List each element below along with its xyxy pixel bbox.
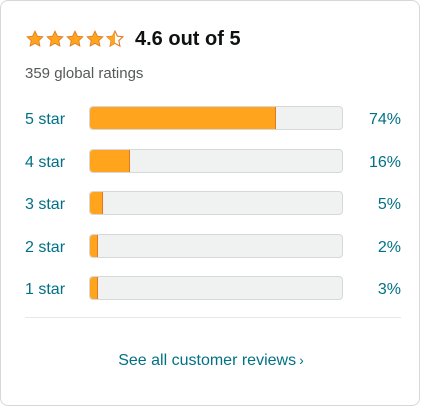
star-half-icon [105, 29, 125, 49]
divider [25, 317, 401, 318]
histogram-bar-track[interactable] [89, 191, 343, 215]
star-full-icon [25, 29, 45, 49]
histogram-row-1-star[interactable]: 1 star 3% [25, 276, 401, 304]
see-all-reviews-link[interactable]: See all customer reviews › [1, 349, 421, 372]
histogram-percent[interactable]: 74% [368, 111, 401, 128]
rating-histogram: 5 star 74% 4 star 16% 3 star 5% 2 star [25, 106, 401, 319]
star-full-icon [65, 29, 85, 49]
star-full-icon [85, 29, 105, 49]
histogram-label[interactable]: 3 star [25, 196, 66, 213]
rating-summary: 4.6 out of 5 [25, 25, 241, 53]
histogram-percent[interactable]: 3% [377, 281, 401, 298]
histogram-bar-fill [90, 149, 131, 172]
histogram-row-4-star[interactable]: 4 star 16% [25, 148, 401, 177]
star-rating [25, 25, 125, 53]
histogram-bar-fill [90, 192, 103, 214]
histogram-row-2-star[interactable]: 2 star 2% [25, 233, 401, 262]
histogram-row-5-star[interactable]: 5 star 74% [25, 106, 401, 134]
see-all-reviews-label[interactable]: See all customer reviews [118, 352, 297, 369]
histogram-percent[interactable]: 16% [368, 153, 401, 171]
histogram-percent[interactable]: 5% [377, 196, 401, 213]
histogram-label[interactable]: 4 star [25, 153, 66, 171]
histogram-bar-track[interactable] [89, 233, 343, 258]
total-ratings: 359 global ratings [25, 65, 144, 82]
histogram-label[interactable]: 1 star [25, 281, 66, 298]
histogram-label[interactable]: 5 star [25, 111, 66, 128]
histogram-bar-track[interactable] [89, 276, 343, 300]
histogram-bar-fill [90, 277, 99, 299]
histogram-row-3-star[interactable]: 3 star 5% [25, 191, 401, 219]
histogram-bar-fill [90, 234, 99, 257]
histogram-bar-track[interactable] [89, 106, 343, 130]
histogram-percent[interactable]: 2% [377, 238, 401, 256]
histogram-bar-fill [90, 107, 277, 129]
star-full-icon [45, 29, 65, 49]
chevron-right-icon: › [299, 352, 304, 368]
rating-text: 4.6 out of 5 [135, 28, 241, 50]
histogram-bar-track[interactable] [89, 148, 343, 173]
histogram-label[interactable]: 2 star [25, 238, 66, 256]
